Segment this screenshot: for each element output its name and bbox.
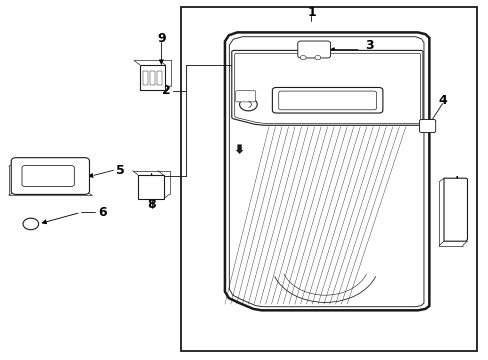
FancyBboxPatch shape xyxy=(272,87,382,113)
Text: 2: 2 xyxy=(162,84,170,97)
Bar xyxy=(181,7,476,351)
Polygon shape xyxy=(224,32,428,310)
Bar xyxy=(140,65,165,90)
Text: 1: 1 xyxy=(306,6,315,19)
Polygon shape xyxy=(443,178,467,241)
Text: 4: 4 xyxy=(437,94,446,107)
Circle shape xyxy=(239,98,257,111)
Bar xyxy=(157,71,162,85)
FancyBboxPatch shape xyxy=(419,120,435,132)
FancyBboxPatch shape xyxy=(297,41,330,58)
Circle shape xyxy=(23,218,39,230)
Circle shape xyxy=(300,55,305,60)
Text: 7: 7 xyxy=(452,201,461,213)
FancyBboxPatch shape xyxy=(22,166,74,186)
Text: 8: 8 xyxy=(147,198,156,211)
Bar xyxy=(150,71,155,85)
Text: 5: 5 xyxy=(116,164,125,177)
Text: 6: 6 xyxy=(98,206,107,219)
Bar xyxy=(142,71,147,85)
Text: 9: 9 xyxy=(157,32,165,45)
FancyBboxPatch shape xyxy=(278,91,376,110)
FancyArrow shape xyxy=(236,145,243,154)
Polygon shape xyxy=(231,50,422,125)
Text: 3: 3 xyxy=(364,39,373,52)
FancyBboxPatch shape xyxy=(235,91,255,102)
Bar xyxy=(138,175,163,199)
Circle shape xyxy=(314,55,320,60)
FancyBboxPatch shape xyxy=(11,158,89,194)
